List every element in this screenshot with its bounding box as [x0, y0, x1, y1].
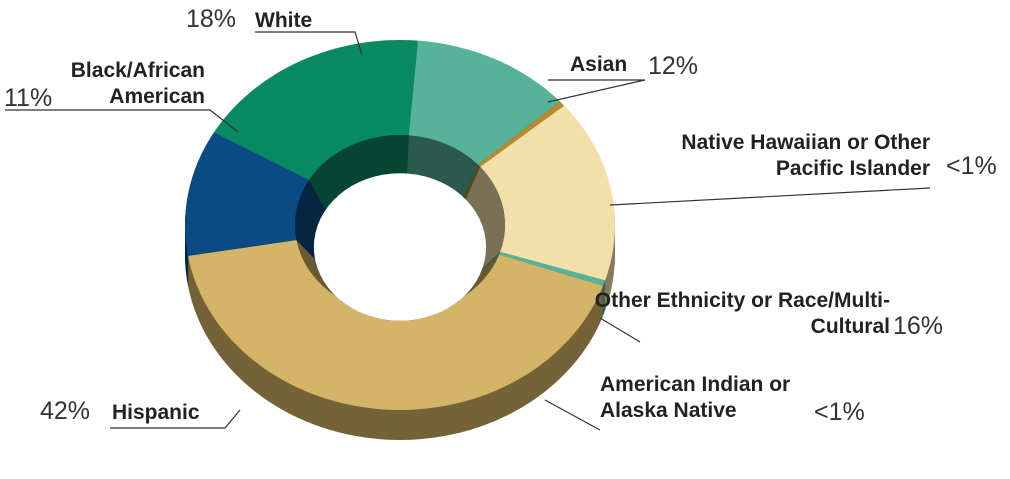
hole-wall-part	[309, 135, 409, 211]
hole-wall-part	[407, 135, 479, 198]
category-label: Black/African American	[70, 59, 205, 108]
category-label: White	[255, 9, 313, 32]
value-label: 18%	[186, 5, 237, 33]
category-label: Native Hawaiian or Other Pacific Islande…	[681, 131, 930, 180]
value-label: <1%	[946, 152, 997, 180]
slice	[478, 101, 565, 167]
value-label: <1%	[814, 398, 865, 426]
hole-wall-part	[465, 166, 505, 270]
slice	[213, 40, 418, 181]
slice	[499, 251, 606, 286]
value-label: 11%	[4, 84, 53, 112]
leader-line	[544, 399, 601, 431]
category-label: American Indian or Alaska Native	[600, 373, 791, 422]
category-label: Asian	[570, 53, 628, 76]
category-label: Other Ethnicity or Race/Multi-Cultural	[594, 289, 890, 338]
value-label: 16%	[893, 312, 944, 340]
slice	[185, 132, 310, 256]
slice	[188, 240, 604, 410]
hole	[313, 173, 487, 321]
value-label: 12%	[648, 52, 699, 80]
category-label: Hispanic	[112, 401, 200, 424]
leader-line	[110, 409, 241, 429]
value-label: 42%	[40, 397, 91, 425]
slice	[480, 105, 616, 281]
hole-wall-part	[481, 251, 501, 272]
leader-line	[547, 79, 646, 103]
hole-wall-part	[295, 180, 326, 260]
leader-line	[5, 109, 239, 133]
leader-line	[609, 187, 931, 206]
leader-line	[599, 317, 641, 343]
slice	[408, 40, 560, 165]
leader-line	[255, 31, 363, 56]
hole-wall-part	[463, 164, 481, 200]
